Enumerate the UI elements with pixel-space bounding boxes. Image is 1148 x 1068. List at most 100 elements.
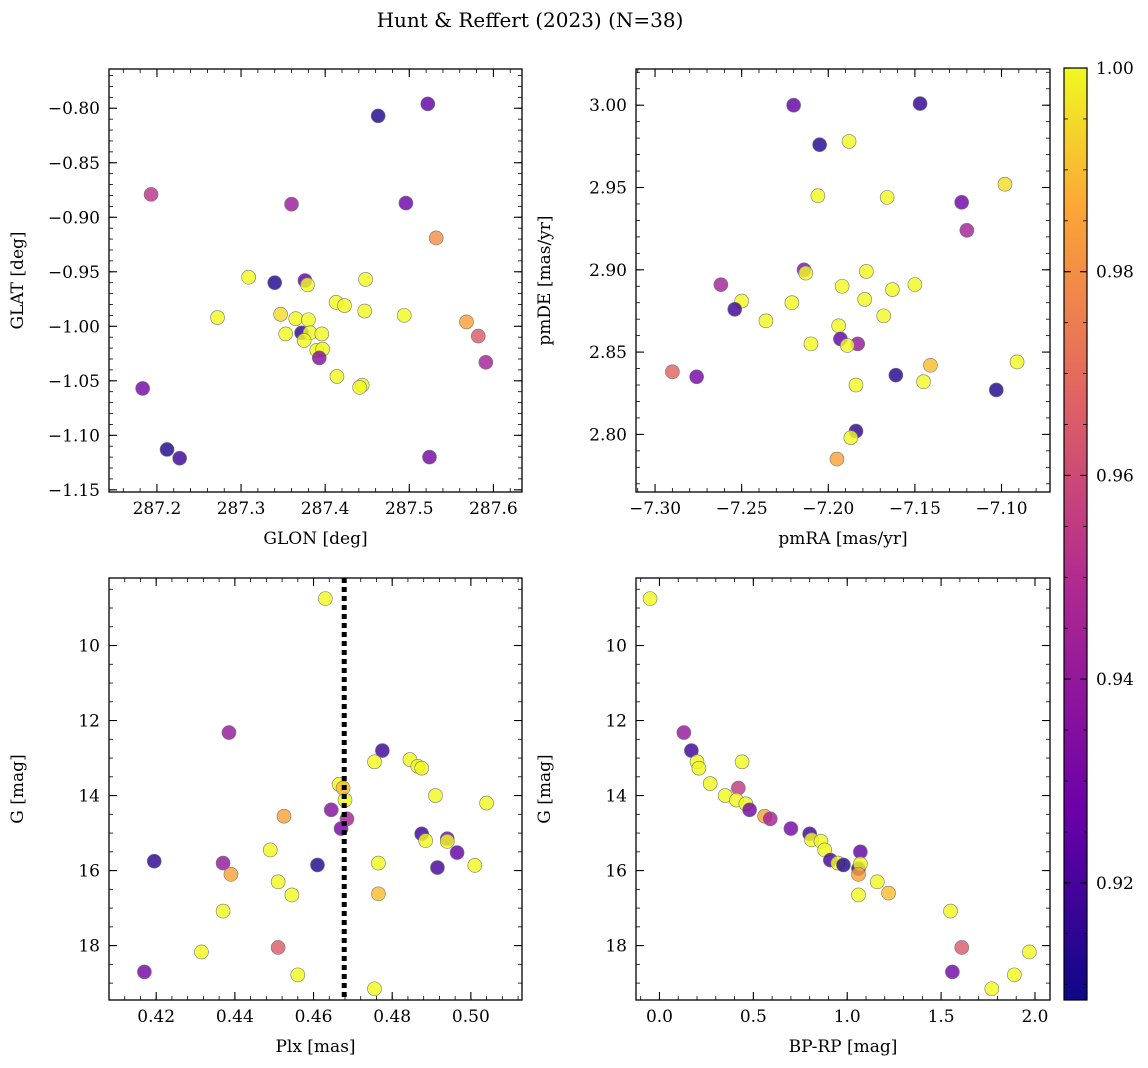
scatter-point: [352, 380, 367, 395]
scatter-point: [642, 591, 658, 606]
scatter-point: [984, 981, 1000, 997]
y-tick-label: 12: [605, 712, 627, 732]
scatter-point: [430, 860, 445, 875]
scatter-point: [907, 277, 923, 292]
scatter-point: [270, 874, 286, 890]
scatter-point: [428, 230, 444, 246]
x-axis-label: pmRA [mas/yr]: [778, 529, 907, 549]
y-tick-label: 18: [78, 937, 100, 957]
scatter-point: [786, 97, 801, 113]
scatter-point: [885, 282, 900, 297]
scatter-point: [689, 369, 704, 385]
scatter-point: [851, 867, 866, 882]
y-tick-label: 10: [605, 637, 627, 657]
scatter-point: [665, 364, 680, 380]
scatter-point: [357, 303, 373, 319]
x-tick-label: 287.6: [469, 499, 518, 519]
scatter-point: [137, 964, 152, 980]
scatter-point: [284, 887, 300, 903]
scatter-point: [428, 788, 443, 803]
y-tick-label: −1.10: [48, 426, 100, 446]
axes-frame: [108, 68, 523, 493]
axes-frame: [635, 68, 1051, 493]
scatter-point: [959, 222, 975, 238]
scatter-point: [758, 313, 774, 329]
scatter-point: [146, 853, 162, 869]
scatter-point: [848, 377, 864, 393]
y-axis-label: GLAT [deg]: [8, 231, 28, 329]
scatter-point: [691, 760, 707, 776]
scatter-point: [954, 195, 969, 210]
scatter-point: [467, 858, 483, 873]
scatter-point: [398, 195, 414, 211]
y-tick-label: −1.05: [48, 372, 100, 392]
y-tick-label: −0.80: [48, 99, 100, 119]
x-tick-label: 1.0: [834, 1007, 861, 1027]
scatter-point: [449, 845, 465, 860]
scatter-point: [215, 855, 231, 871]
scatter-point: [358, 272, 373, 287]
scatter-point: [288, 311, 304, 326]
scatter-point: [945, 964, 960, 980]
scatter-point: [221, 725, 237, 740]
figure-title: Hunt & Reffert (2023) (N=38): [377, 8, 684, 32]
scatter-point: [273, 306, 288, 322]
x-tick-label: −7.10: [975, 499, 1027, 519]
y-tick-label: 14: [605, 787, 627, 807]
scatter-point: [762, 811, 778, 827]
scatter-point: [459, 314, 474, 330]
scatter-point: [314, 326, 330, 342]
colorbar-tick-label: 1.00: [1096, 59, 1134, 79]
scatter-point: [702, 776, 718, 791]
scatter-point: [262, 842, 278, 858]
panel-color-magnitude: 0.0 0.5 1.0 1.5 2.0 10 12 14 16 18 BP-RP [mag] G [m…: [535, 577, 1051, 1057]
scatter-point: [879, 190, 895, 205]
scatter-point: [1007, 967, 1022, 983]
scatter-point: [159, 442, 175, 457]
y-tick-label: 10: [78, 637, 100, 657]
y-tick-label: 18: [605, 937, 627, 957]
y-tick-label: 2.85: [589, 343, 627, 363]
colorbar-tick-label: 0.98: [1096, 263, 1134, 283]
scatter-point: [851, 887, 866, 903]
y-tick-label: 12: [78, 712, 100, 732]
scatter-point: [479, 795, 494, 811]
scatter-point: [923, 357, 938, 373]
scatter-point: [836, 857, 851, 873]
scatter-point: [135, 381, 150, 396]
y-tick-label: −0.95: [48, 263, 100, 283]
scatter-point: [1009, 354, 1025, 370]
scatter-point: [857, 292, 872, 307]
scatter-point: [812, 137, 827, 153]
scatter-point: [1022, 944, 1037, 960]
y-tick-label: −1.00: [48, 317, 100, 337]
colorbar-tick-label: 0.96: [1096, 466, 1134, 486]
scatter-point: [311, 350, 327, 366]
scatter-point: [840, 338, 855, 353]
x-tick-label: 0.0: [646, 1007, 673, 1027]
scatter-point: [954, 940, 970, 955]
x-tick-label: −7.20: [802, 499, 854, 519]
scatter-point: [241, 269, 256, 285]
y-tick-label: −0.90: [48, 208, 100, 228]
scatter-point: [284, 196, 299, 212]
scatter-point: [371, 855, 386, 871]
scatter-point: [210, 310, 225, 325]
scatter-point: [367, 754, 382, 770]
x-tick-label: 0.42: [137, 1007, 175, 1027]
scatter-point: [881, 885, 896, 901]
axes-frame: [108, 577, 523, 1001]
scatter-point: [869, 874, 885, 890]
colorbar-gradient: [1063, 67, 1088, 1001]
scatter-point: [418, 833, 433, 848]
scatter-point: [727, 302, 743, 317]
x-tick-label: −7.30: [629, 499, 681, 519]
scatter-point: [676, 725, 692, 740]
scatter-point: [223, 867, 239, 882]
x-tick-label: 0.50: [452, 1007, 490, 1027]
y-axis-label: G [mag]: [8, 754, 28, 823]
colorbar-tick-label: 0.94: [1096, 670, 1134, 690]
scatter-point: [370, 108, 386, 124]
scatter-point: [301, 312, 316, 328]
scatter-point: [375, 743, 390, 758]
